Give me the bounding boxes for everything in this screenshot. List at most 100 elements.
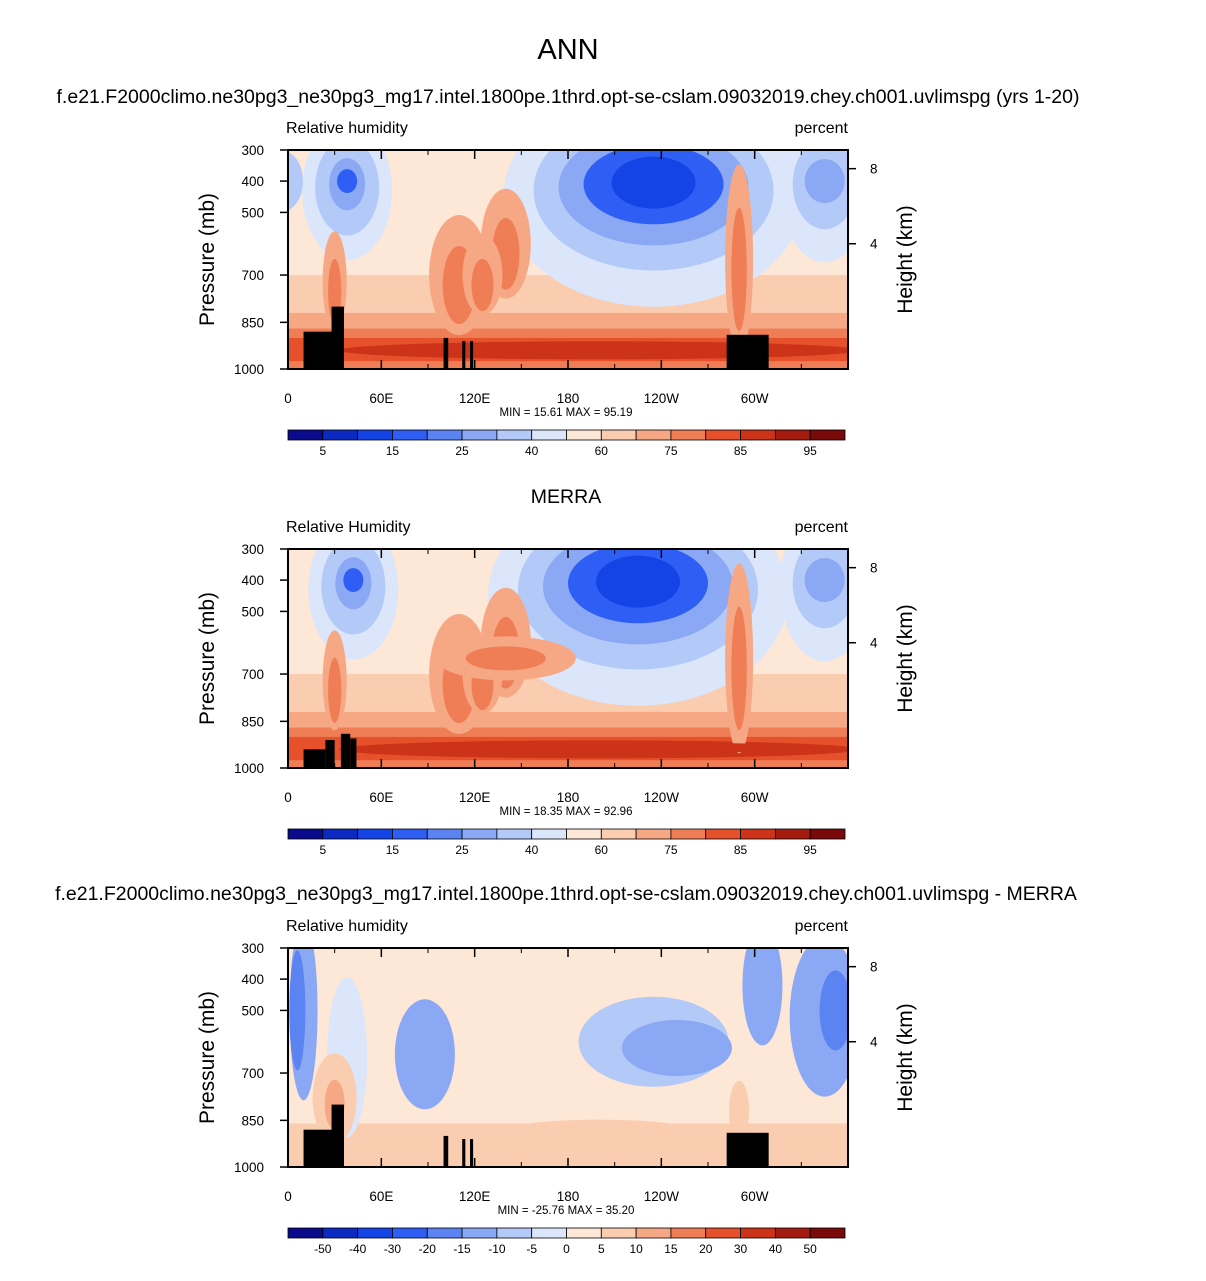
colorbar-swatch [774, 429, 811, 441]
x-tick-label: 60E [369, 790, 393, 805]
topography [443, 1135, 449, 1167]
y-tick-label: 700 [241, 1066, 264, 1081]
y-tick-label: 500 [241, 205, 264, 220]
topography [303, 749, 326, 768]
contour-plot: 300 400 500 700 850 1000 8 4 Pressure (mb) Height… [196, 941, 917, 1204]
left-label: Relative humidity [286, 120, 408, 137]
contour-region [804, 159, 845, 204]
right-label: percent [795, 120, 849, 137]
x-tick-label: 180 [557, 391, 580, 406]
topography [331, 306, 344, 369]
x-tick-label: 120W [644, 790, 680, 805]
colorbar: 5 15 25 40 60 75 85 95 [287, 828, 846, 857]
colorbar-swatch [531, 1227, 567, 1239]
min-max-label: MIN = -25.76 MAX = 35.20 [498, 1205, 635, 1217]
colorbar-swatch [635, 1227, 672, 1239]
colorbar-swatch [287, 1227, 324, 1239]
colorbar-swatch [600, 429, 637, 441]
colorbar-label: 20 [699, 1242, 713, 1256]
y2-tick-label: 4 [870, 237, 878, 252]
colorbar-label: 5 [319, 444, 326, 458]
colorbar-swatch [670, 828, 707, 840]
x-tick-label: 60W [741, 391, 769, 406]
x-tick-label: 0 [284, 1189, 292, 1204]
colorbar-label: 25 [455, 843, 469, 857]
colorbar-label: 50 [804, 1242, 818, 1256]
contour-region [328, 657, 342, 723]
contour-region [731, 207, 747, 332]
contour-region [343, 568, 364, 593]
colorbar-label: 60 [595, 843, 609, 857]
colorbar-swatch [740, 1227, 776, 1239]
y2-axis-title: Height (km) [894, 604, 917, 713]
contour-region [289, 950, 306, 1071]
y-tick-label: 850 [241, 315, 264, 330]
colorbar-swatch [461, 828, 498, 840]
contour-region [596, 555, 680, 608]
colorbar-swatch [600, 1227, 637, 1239]
panel-title: f.e21.F2000climo.ne30pg3_ne30pg3_mg17.in… [57, 86, 1080, 108]
x-tick-label: 0 [284, 391, 292, 406]
contour-region [353, 342, 814, 355]
panel-title: MERRA [531, 486, 601, 508]
colorbar-swatch [426, 1227, 463, 1239]
topography [325, 740, 335, 768]
colorbar-label: 75 [664, 444, 678, 458]
topography [443, 337, 449, 369]
contour-region [337, 169, 358, 194]
colorbar-label: 60 [595, 444, 609, 458]
colorbar-label: -5 [526, 1242, 537, 1256]
y-tick-label: 1000 [234, 761, 264, 776]
colorbar-label: 10 [629, 1242, 643, 1256]
y2-tick-label: 8 [870, 960, 878, 975]
contour-region [509, 1119, 690, 1140]
colorbar-label: 5 [319, 843, 326, 857]
colorbar-swatch [774, 828, 811, 840]
min-max-label: MIN = 18.35 MAX = 92.96 [500, 806, 633, 818]
colorbar-swatch [809, 828, 846, 840]
topography [331, 1104, 344, 1167]
colorbar-label: 95 [804, 444, 818, 458]
y-tick-label: 300 [241, 542, 264, 557]
y-tick-label: 400 [241, 174, 264, 189]
colorbar-swatch [705, 429, 741, 441]
x-tick-label: 120E [459, 790, 491, 805]
colorbar-swatch [357, 828, 393, 840]
y-tick-label: 500 [241, 1003, 264, 1018]
contour-region [288, 152, 303, 211]
colorbar-swatch [322, 828, 359, 840]
x-tick-label: 60E [369, 1189, 393, 1204]
colorbar-label: 40 [525, 843, 539, 857]
x-tick-label: 60W [741, 1189, 769, 1204]
x-tick-label: 120W [644, 391, 680, 406]
colorbar-swatch [287, 429, 324, 441]
colorbar-label: -30 [384, 1242, 402, 1256]
colorbar-swatch [461, 1227, 498, 1239]
y-tick-label: 700 [241, 667, 264, 682]
y2-tick-label: 8 [870, 162, 878, 177]
contour-region [611, 156, 696, 209]
y2-axis-title: Height (km) [894, 205, 917, 314]
colorbar-label: 95 [804, 843, 818, 857]
y-tick-label: 400 [241, 972, 264, 987]
contour-region [819, 970, 848, 1051]
colorbar-label: 40 [525, 444, 539, 458]
contour-region [729, 1080, 750, 1141]
colorbar-swatch [322, 429, 359, 441]
topography [470, 1139, 474, 1167]
colorbar-label: 15 [664, 1242, 678, 1256]
panel-difference: f.e21.F2000climo.ne30pg3_ne30pg3_mg17.in… [55, 883, 1077, 1256]
colorbar-label: 85 [734, 843, 748, 857]
colorbar-swatch [566, 828, 602, 840]
topography [462, 1139, 466, 1167]
contour-plot: 300 400 500 700 850 1000 8 4 Pressure (mb) Height… [196, 542, 917, 805]
colorbar-swatch [496, 1227, 533, 1239]
colorbar-swatch [357, 429, 393, 441]
contour-plot: 300 400 500 700 850 1000 8 4 Pressure (mb) Height… [196, 143, 917, 406]
panel-model: f.e21.F2000climo.ne30pg3_ne30pg3_mg17.in… [57, 86, 1080, 458]
panel-merra: MERRA Relative Humidity percent 30040050… [196, 486, 917, 857]
colorbar-label: 40 [769, 1242, 783, 1256]
y-axis-title: Pressure (mb) [196, 592, 219, 725]
colorbar-label: 15 [386, 444, 400, 458]
